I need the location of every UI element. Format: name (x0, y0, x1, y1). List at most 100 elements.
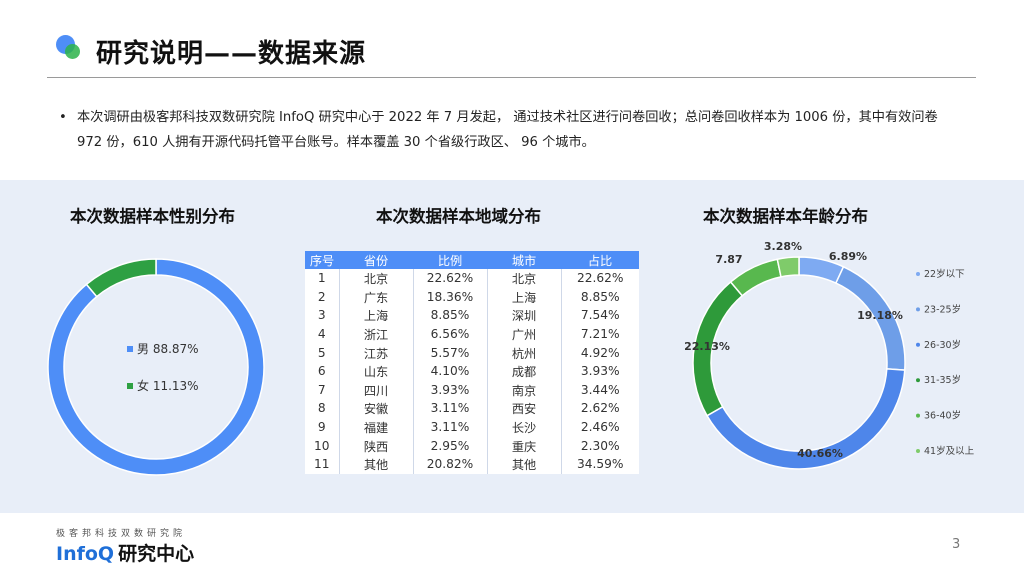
region-table-cell: 四川 (338, 380, 413, 400)
gender-chart-title: 本次数据样本性别分布 (70, 207, 235, 226)
region-chart-title: 本次数据样本地域分布 (376, 207, 541, 226)
age-slice-label-1: 19.18% (857, 309, 903, 322)
gender-legend-swatch-0 (127, 346, 133, 352)
page-title: 研究说明——数据来源 (96, 39, 367, 69)
region-table-cell: 34.59% (560, 454, 639, 474)
footer-brand-en: InfoQ (56, 543, 115, 565)
age-slice-label-4: 7.87 (715, 253, 742, 266)
region-table-cell: 广东 (338, 287, 413, 307)
title-divider (47, 77, 976, 78)
region-table-cell: 2.62% (560, 399, 639, 418)
region-table-cell: 4.92% (560, 343, 639, 362)
region-table-cell: 其他 (338, 454, 413, 474)
region-table-cell: 2.95% (412, 436, 487, 455)
region-table-cell: 其他 (486, 454, 561, 474)
table-row: 7 四川 3.93% 南京 3.44% (305, 380, 639, 400)
region-table-header: 省份 (339, 251, 413, 269)
page-number: 3 (952, 537, 961, 552)
age-legend-swatch-5 (916, 449, 920, 453)
table-row: 2 广东 18.36% 上海 8.85% (305, 287, 639, 307)
region-table-cell: 7.54% (560, 306, 639, 325)
region-table-header: 比例 (413, 251, 487, 269)
age-legend-label-2: 26-30岁 (924, 339, 961, 351)
region-table: 序号 省份 比例 城市 占比 1 北京 22.62% 北京 22.62% 2 广东 18.36% 上海 8… (305, 251, 639, 474)
age-legend-swatch-0 (916, 272, 920, 276)
region-table-cell: 西安 (486, 399, 561, 418)
table-row: 11 其他 20.82% 其他 34.59% (305, 454, 639, 474)
region-table-cell: 南京 (486, 380, 561, 400)
intro-text: 本次调研由极客邦科技双数研究院 InfoQ 研究中心于 2022 年 7 月发起… (77, 110, 938, 150)
table-row: 5 江苏 5.57% 杭州 4.92% (305, 343, 639, 362)
region-table-cell: 3 (317, 308, 326, 323)
region-table-cell: 7 (317, 382, 326, 397)
footer-brand-cn: 研究中心 (118, 543, 195, 565)
age-legend-label-4: 36-40岁 (924, 410, 961, 422)
age-legend-swatch-2 (916, 342, 920, 347)
region-table-cell: 深圳 (486, 306, 561, 325)
region-table-cell: 成都 (486, 361, 561, 381)
region-table-cell: 1 (317, 271, 326, 286)
age-legend-label-0: 22岁以下 (924, 268, 965, 280)
footer-brand-subtitle: 极客邦科技双数研究院 (56, 529, 187, 539)
region-table-header: 序号 (305, 251, 339, 269)
region-table-cell: 3.11% (412, 417, 487, 437)
region-table-cell: 10 (313, 438, 330, 453)
age-slice-label-3: 22.13% (684, 340, 730, 353)
region-table-cell: 安徽 (338, 399, 413, 418)
table-row: 8 安徽 3.11% 西安 2.62% (305, 399, 639, 418)
region-table-cell: 6.56% (412, 324, 487, 344)
table-row: 9 福建 3.11% 长沙 2.46% (305, 417, 639, 437)
age-legend-label-1: 23-25岁 (924, 303, 961, 315)
table-row: 4 浙江 6.56% 广州 7.21% (305, 324, 639, 344)
region-table-cell: 4 (317, 327, 326, 342)
region-table-cell: 广州 (486, 324, 561, 344)
region-table-cell: 4.10% (412, 361, 487, 381)
age-legend-swatch-4 (916, 413, 920, 418)
gender-legend-label-1: 女 11.13% (137, 378, 199, 393)
region-table-cell: 2.30% (560, 436, 639, 455)
age-chart-title: 本次数据样本年龄分布 (703, 207, 868, 226)
title-logo-icon (56, 35, 84, 63)
region-table-cell: 3.93% (560, 361, 639, 381)
table-row: 3 上海 8.85% 深圳 7.54% (305, 306, 639, 325)
region-table-cell: 8.85% (560, 287, 639, 307)
region-table-cell: 22.62% (560, 269, 639, 288)
gender-legend-swatch-1 (127, 383, 133, 389)
region-table-cell: 重庆 (486, 436, 561, 455)
age-slice-5 (776, 256, 800, 278)
region-table-cell: 3.44% (560, 380, 639, 400)
region-table-cell: 2 (317, 289, 326, 304)
table-row: 10 陕西 2.95% 重庆 2.30% (305, 436, 639, 455)
age-legend-swatch-3 (916, 378, 920, 383)
age-legend-label-5: 41岁及以上 (924, 445, 975, 457)
region-table-cell: 20.82% (412, 454, 487, 474)
region-table-cell: 2.46% (560, 417, 639, 437)
region-table-cell: 11 (313, 457, 330, 472)
gender-slice-1 (85, 258, 157, 298)
bullet-mark: • (59, 110, 67, 125)
region-table-cell: 福建 (338, 417, 413, 437)
region-table-cell: 上海 (338, 306, 413, 325)
region-table-cell: 3.93% (412, 380, 487, 400)
region-table-cell: 22.62% (412, 269, 487, 288)
region-table-cell: 山东 (338, 361, 413, 381)
age-slice-label-5: 3.28% (764, 240, 802, 253)
table-row: 6 山东 4.10% 成都 3.93% (305, 361, 639, 381)
region-table-cell: 8 (317, 401, 326, 416)
gender-slice-0 (47, 258, 265, 476)
region-table-cell: 陕西 (338, 436, 413, 455)
region-table-cell: 长沙 (486, 417, 561, 437)
region-table-cell: 6 (317, 364, 326, 379)
age-slice-label-0: 6.89% (829, 250, 867, 263)
gender-legend-label-0: 男 88.87% (137, 342, 199, 356)
region-table-cell: 9 (317, 420, 326, 435)
footer-brand-logo: InfoQ 研究中心 (56, 539, 194, 566)
region-table-cell: 8.85% (412, 306, 487, 325)
age-slice-label-2: 40.66% (797, 447, 843, 460)
age-legend-swatch-1 (916, 307, 920, 312)
region-table-cell: 北京 (338, 269, 413, 288)
region-table-cell: 3.11% (412, 399, 487, 418)
region-table-cell: 上海 (486, 287, 561, 307)
